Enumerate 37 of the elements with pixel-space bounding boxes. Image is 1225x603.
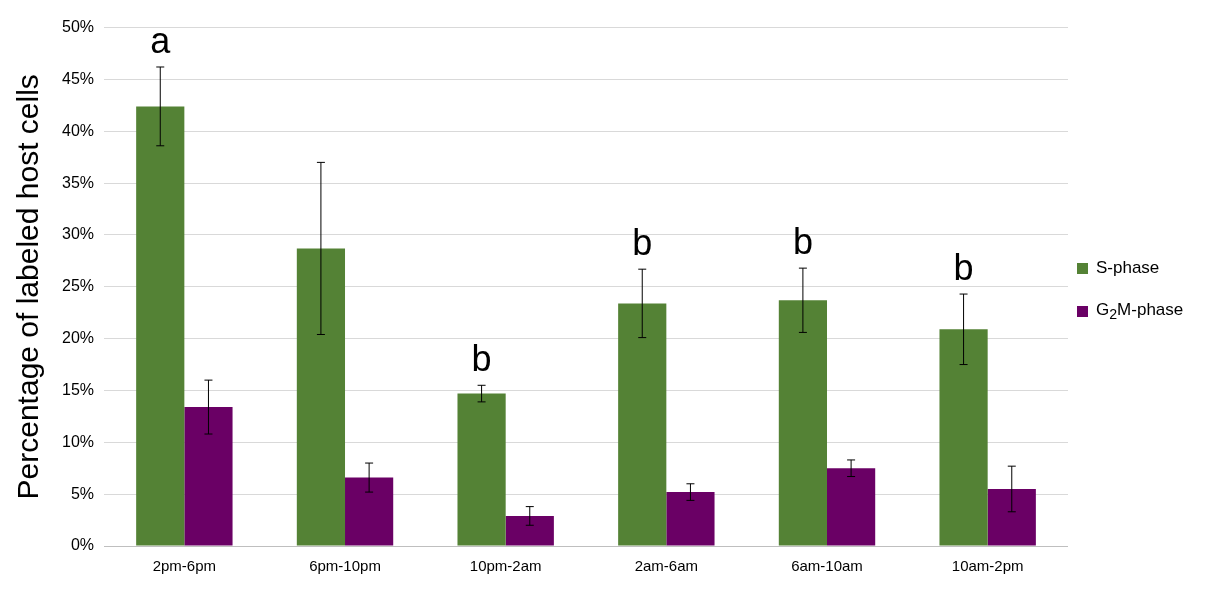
bar	[778, 300, 828, 546]
bar	[618, 303, 667, 546]
legend-label: S-phase	[1096, 258, 1160, 278]
y-tick-label: 10%	[61, 432, 95, 450]
x-tick-label: 6pm-10pm	[309, 557, 381, 575]
x-tick-label: 2pm-6pm	[152, 557, 217, 575]
y-axis-title: Percentage of labeled host cells	[11, 74, 45, 500]
y-tick-label: 20%	[61, 329, 95, 347]
y-tick-label: 0%	[70, 536, 95, 554]
bar	[939, 329, 988, 546]
y-tick-label: 50%	[61, 18, 95, 36]
bar	[827, 468, 876, 546]
annotation: a	[150, 19, 172, 61]
annotation: b	[471, 338, 492, 380]
bar	[345, 477, 394, 546]
annotation: b	[792, 221, 813, 263]
y-tick-label: 30%	[61, 225, 95, 243]
annotation: b	[632, 222, 653, 264]
x-tick-label: 2am-6am	[634, 557, 699, 575]
y-tick-label: 25%	[61, 277, 95, 295]
y-tick-label: 35%	[61, 173, 95, 191]
annotation: b	[953, 246, 974, 288]
bar	[505, 515, 554, 546]
y-tick-label: 5%	[70, 484, 95, 502]
legend-label: G$_{2}$M-phase	[1096, 300, 1184, 323]
y-tick-label: 40%	[61, 121, 95, 139]
bar	[457, 393, 506, 546]
x-tick-label: 6am-10am	[791, 557, 863, 575]
x-tick-label: 10pm-2am	[469, 557, 542, 575]
x-tick-label: 10am-2pm	[951, 557, 1024, 575]
bar	[136, 106, 185, 546]
bar	[666, 492, 715, 546]
y-tick-label: 15%	[61, 380, 95, 398]
bar	[184, 407, 233, 546]
bar	[296, 248, 346, 546]
y-tick-label: 45%	[61, 69, 95, 87]
bar	[987, 488, 1036, 546]
